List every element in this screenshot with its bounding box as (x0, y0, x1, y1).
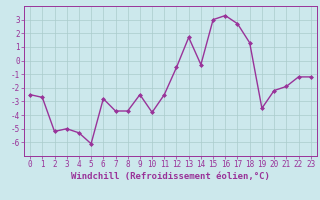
X-axis label: Windchill (Refroidissement éolien,°C): Windchill (Refroidissement éolien,°C) (71, 172, 270, 181)
